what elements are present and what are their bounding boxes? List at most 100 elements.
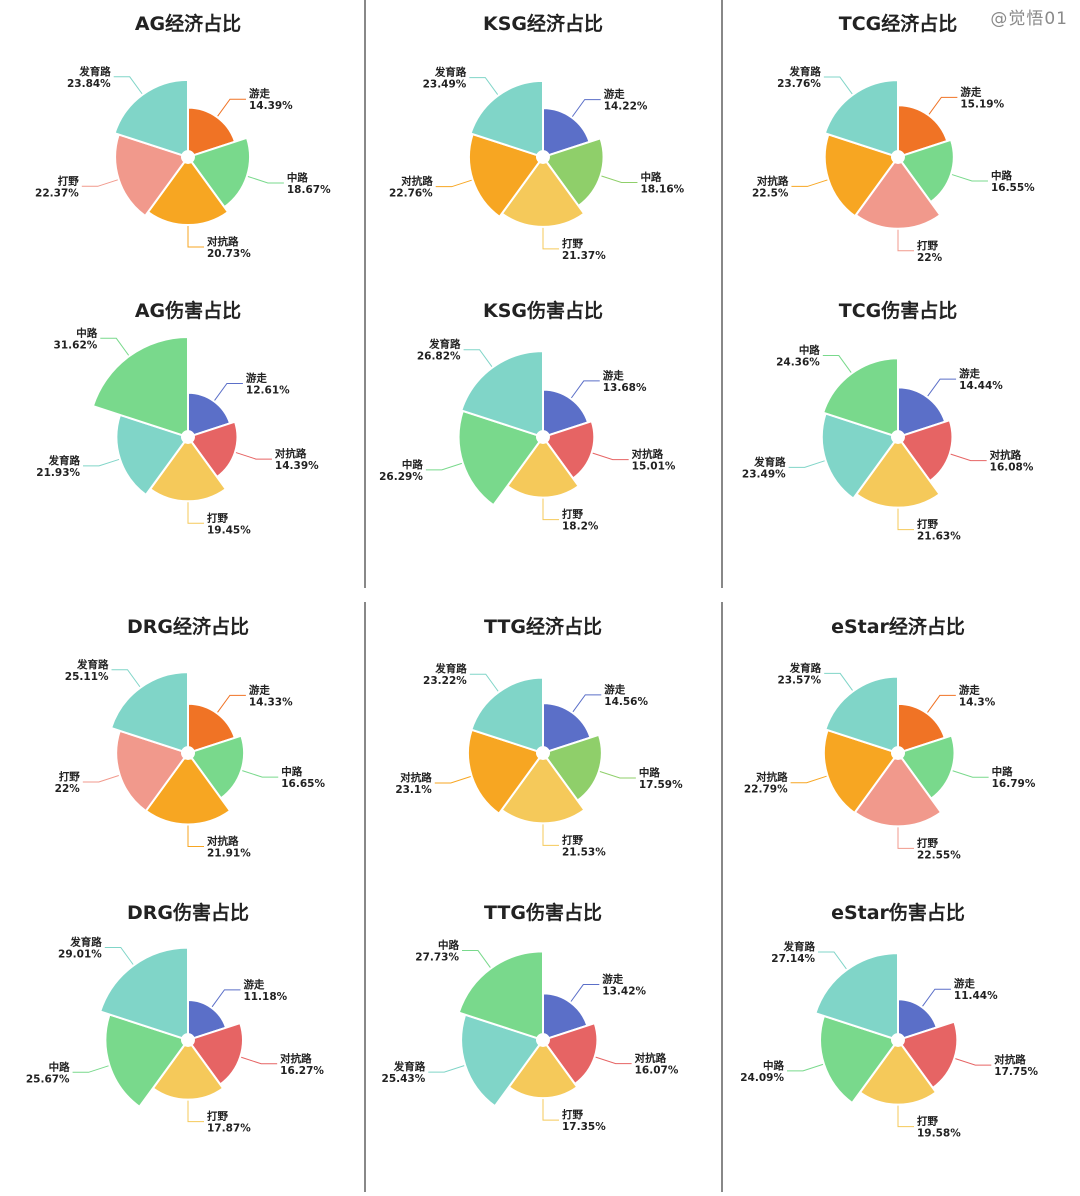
leader-line [601, 175, 638, 183]
slice-value-label: 22.79% [744, 784, 788, 796]
rose-slice [855, 440, 941, 509]
rose-slice [190, 420, 239, 478]
slice-value-label: 14.44% [959, 380, 1003, 392]
slice-value-label: 21.91% [207, 847, 251, 859]
rose-slice [900, 419, 954, 482]
rose-slice [457, 950, 544, 1040]
rose-slice [469, 79, 544, 157]
rose-slice [115, 413, 186, 496]
slice-role-label: 中路 [991, 169, 1012, 182]
rose-slice [500, 756, 586, 825]
slice-value-label: 26.29% [379, 471, 423, 483]
leader-line [951, 174, 988, 182]
rose-slice [110, 671, 189, 753]
leader-line [81, 179, 118, 187]
leader-line [83, 458, 120, 467]
slice-value-label: 22.5% [752, 187, 789, 199]
rose-slice [823, 133, 896, 218]
slice-role-label: 打野 [562, 833, 583, 846]
slice-role-label: 游走 [603, 369, 624, 382]
slice-role-label: 发育路 [434, 66, 467, 79]
rose-slice [147, 160, 229, 226]
leader-line [955, 1058, 992, 1066]
leader-line [788, 460, 825, 468]
leader-line [434, 776, 471, 784]
leader-line [214, 382, 243, 401]
slice-role-label: 发育路 [69, 935, 102, 948]
leader-line [823, 76, 853, 95]
slice-value-label: 21.37% [562, 250, 606, 262]
slice-role-label: 发育路 [393, 1060, 426, 1073]
chart-title: DRG伤害占比 [127, 901, 249, 924]
slice-role-label: 游走 [249, 683, 270, 696]
leader-line [542, 824, 559, 846]
rose-slice [814, 952, 899, 1040]
slice-role-label: 对抗路 [757, 174, 789, 187]
slice-value-label: 22% [917, 252, 943, 264]
slice-value-label: 24.36% [776, 357, 820, 369]
slice-role-label: 对抗路 [990, 449, 1022, 462]
rose-slice [149, 440, 227, 503]
rose-slice [467, 728, 541, 815]
slice-role-label: 游走 [959, 367, 980, 380]
leader-line [242, 770, 279, 778]
slice-role-label: 中路 [639, 766, 660, 779]
slice-role-label: 打野 [917, 836, 938, 849]
slice-value-label: 17.87% [207, 1123, 251, 1135]
leader-line [241, 1056, 278, 1065]
slice-role-label: 中路 [992, 765, 1013, 778]
slice-value-label: 23.49% [423, 79, 467, 91]
rose-slice [900, 138, 955, 204]
chart-title: TTG经济占比 [484, 615, 602, 638]
slice-role-label: 对抗路 [632, 448, 664, 461]
rose-slice [187, 702, 236, 753]
rose-slice [824, 675, 899, 753]
leader-line [187, 1100, 204, 1123]
chart-title: KSG伤害占比 [483, 299, 603, 322]
slice-value-label: 21.63% [917, 531, 961, 543]
leader-line [463, 349, 493, 367]
slice-value-label: 17.75% [994, 1066, 1038, 1078]
rose-slice [113, 78, 189, 157]
leader-line [897, 1105, 914, 1128]
rose-slice [190, 1022, 244, 1086]
rose-slice [545, 733, 603, 802]
slice-value-label: 22.37% [35, 187, 79, 199]
chart-title: DRG经济占比 [127, 615, 249, 638]
rose-slice [457, 409, 541, 507]
leader-line [927, 694, 956, 713]
leader-line [469, 673, 499, 692]
chart-title: TCG伤害占比 [839, 299, 958, 322]
slice-value-label: 11.44% [954, 990, 998, 1002]
rose-slice [819, 1014, 896, 1105]
leader-line [897, 229, 914, 252]
rose-slice [190, 136, 251, 209]
rose-slice [460, 350, 544, 437]
slice-value-label: 14.22% [604, 101, 648, 113]
slice-role-label: 对抗路 [207, 834, 239, 847]
rose-slice [897, 386, 947, 437]
slice-role-label: 对抗路 [994, 1053, 1026, 1066]
leader-line [952, 770, 989, 778]
slice-role-label: 发育路 [78, 65, 111, 78]
leader-line [818, 951, 847, 970]
leader-line [113, 76, 143, 95]
slice-value-label: 31.62% [54, 339, 98, 351]
slice-value-label: 14.39% [275, 460, 319, 472]
rose-slice [542, 388, 590, 437]
chart-title: KSG经济占比 [483, 12, 603, 35]
slice-value-label: 19.45% [207, 524, 251, 536]
slice-value-label: 23.22% [423, 675, 467, 687]
chart-title: eStar伤害占比 [831, 901, 965, 924]
slice-role-label: 打野 [207, 511, 228, 524]
leader-line [72, 1065, 109, 1073]
slice-role-label: 对抗路 [207, 235, 239, 248]
rose-slice [822, 729, 896, 814]
slice-role-label: 打野 [917, 518, 938, 531]
slice-role-label: 打野 [917, 239, 938, 252]
slice-value-label: 20.73% [207, 248, 251, 260]
